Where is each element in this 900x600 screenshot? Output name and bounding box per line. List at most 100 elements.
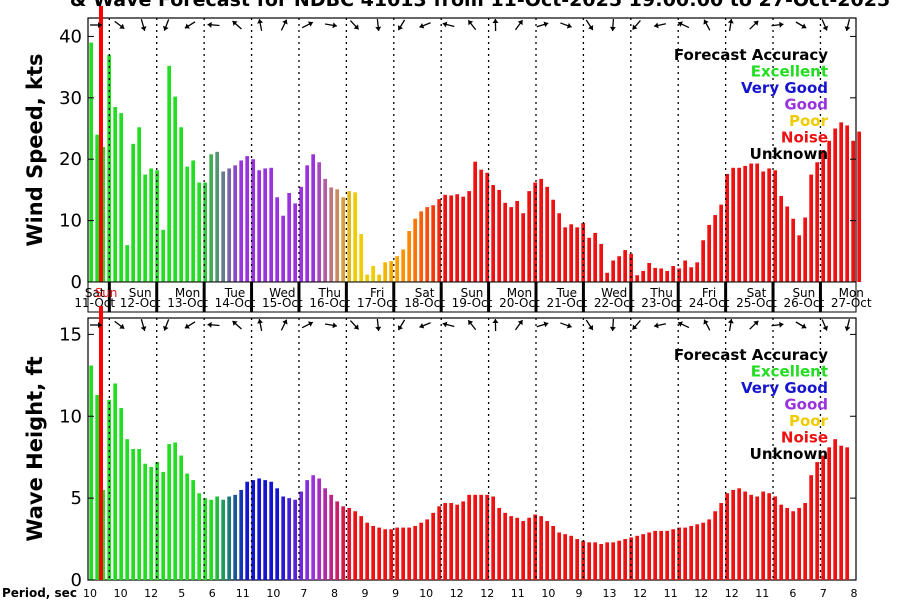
wave-bar xyxy=(287,498,292,581)
wave-bar xyxy=(425,519,430,580)
wave-bar xyxy=(413,525,418,580)
wave-legend-title: Forecast Accuracy xyxy=(674,346,828,364)
wave-direction-arrow xyxy=(677,321,690,329)
day-date: 15-Oct xyxy=(262,296,303,310)
wave-arrow-head xyxy=(753,320,759,326)
wave-arrow-head xyxy=(232,320,238,326)
wind-direction-arrow xyxy=(301,21,314,29)
wind-bar xyxy=(527,191,532,282)
wind-direction-arrow xyxy=(324,22,338,29)
wind-bar xyxy=(365,274,370,282)
wave-ytick-label: 15 xyxy=(59,324,82,345)
wave-direction-arrow xyxy=(280,319,288,331)
wind-bar xyxy=(713,215,718,282)
wave-arrow-head xyxy=(801,323,807,329)
wave-bar xyxy=(245,481,250,580)
wave-bar xyxy=(575,539,580,580)
wave-bar xyxy=(203,498,208,581)
wind-bar xyxy=(515,200,520,282)
wave-bar xyxy=(809,475,814,580)
wind-ytick-label: 20 xyxy=(59,149,82,170)
wave-bar xyxy=(179,455,184,580)
wind-direction-arrow xyxy=(795,21,807,29)
wave-bar xyxy=(497,507,502,580)
wave-bar xyxy=(365,522,370,580)
day-strip-frame xyxy=(87,281,857,313)
wave-bar xyxy=(323,488,328,580)
wind-bar xyxy=(647,262,652,282)
wave-direction-arrow xyxy=(324,322,338,329)
wave-bar xyxy=(161,471,166,580)
wave-bar xyxy=(539,516,544,580)
wave-bar xyxy=(239,489,244,580)
wave-bar xyxy=(191,480,196,580)
wind-bar xyxy=(329,187,334,282)
wind-bar xyxy=(125,245,130,282)
wave-arrow-head xyxy=(332,322,337,329)
wave-bar xyxy=(509,516,514,580)
wind-arrow-head xyxy=(753,20,759,26)
wave-bar xyxy=(617,540,622,580)
wind-bar xyxy=(761,171,766,282)
wave-bar xyxy=(803,503,808,580)
wave-direction-arrow xyxy=(114,320,125,330)
wind-arrow-head xyxy=(517,20,523,26)
wave-ytick-label: 5 xyxy=(71,488,82,509)
period-value: 10 xyxy=(541,587,555,600)
wave-bar xyxy=(311,475,316,580)
wave-arrow-head xyxy=(257,319,264,324)
wave-arrow-head xyxy=(678,321,683,327)
wind-bar xyxy=(449,195,454,282)
wave-bar xyxy=(569,535,574,580)
wind-bar xyxy=(725,173,730,282)
wind-bar xyxy=(809,174,814,282)
wind-direction-arrow xyxy=(585,19,594,31)
wind-bar xyxy=(731,167,736,282)
wind-bar xyxy=(113,107,118,283)
wind-bar xyxy=(161,229,166,282)
wind-bar xyxy=(455,194,460,282)
wind-bar xyxy=(431,205,436,282)
period-value: 12 xyxy=(450,587,464,600)
wave-bar xyxy=(209,499,214,580)
wave-bar xyxy=(419,522,424,580)
day-name: Sat xyxy=(85,286,105,300)
wave-bar xyxy=(701,522,706,580)
wave-bar xyxy=(833,439,838,580)
wave-bar xyxy=(551,525,556,580)
wave-bar xyxy=(593,542,598,580)
wave-direction-arrow xyxy=(207,321,220,328)
wave-direction-arrow xyxy=(795,321,807,329)
wind-bar xyxy=(389,261,394,282)
wave-arrow-head xyxy=(162,325,169,331)
wave-bar xyxy=(347,507,352,580)
wave-bar xyxy=(383,529,388,580)
wave-bar xyxy=(683,527,688,580)
wave-arrow-head xyxy=(419,322,425,329)
wave-direction-arrow xyxy=(232,320,242,330)
wind-bar xyxy=(599,243,604,282)
wind-bar xyxy=(485,172,490,282)
wind-bar xyxy=(575,227,580,282)
wind-bar xyxy=(593,232,598,282)
wave-arrow-head xyxy=(517,320,523,326)
wave-bar xyxy=(467,494,472,580)
wind-bar xyxy=(791,218,796,282)
wind-bar xyxy=(491,185,496,282)
day-date: 14-Oct xyxy=(215,296,256,310)
wind-bar xyxy=(641,270,646,282)
wind-direction-arrow xyxy=(397,19,406,31)
wind-ytick-label: 0 xyxy=(71,272,82,293)
wind-legend-entry: Unknown xyxy=(750,145,828,163)
wave-direction-arrow xyxy=(492,318,499,332)
wind-bar xyxy=(401,249,406,282)
wind-bar xyxy=(623,250,628,282)
wave-arrow-head xyxy=(822,325,829,331)
wind-bar xyxy=(659,268,664,282)
wind-direction-arrow xyxy=(184,21,196,29)
wave-direction-arrow xyxy=(609,318,616,332)
wave-bar xyxy=(695,524,700,580)
wave-arrow-head xyxy=(632,324,638,330)
period-value: 9 xyxy=(362,587,369,600)
